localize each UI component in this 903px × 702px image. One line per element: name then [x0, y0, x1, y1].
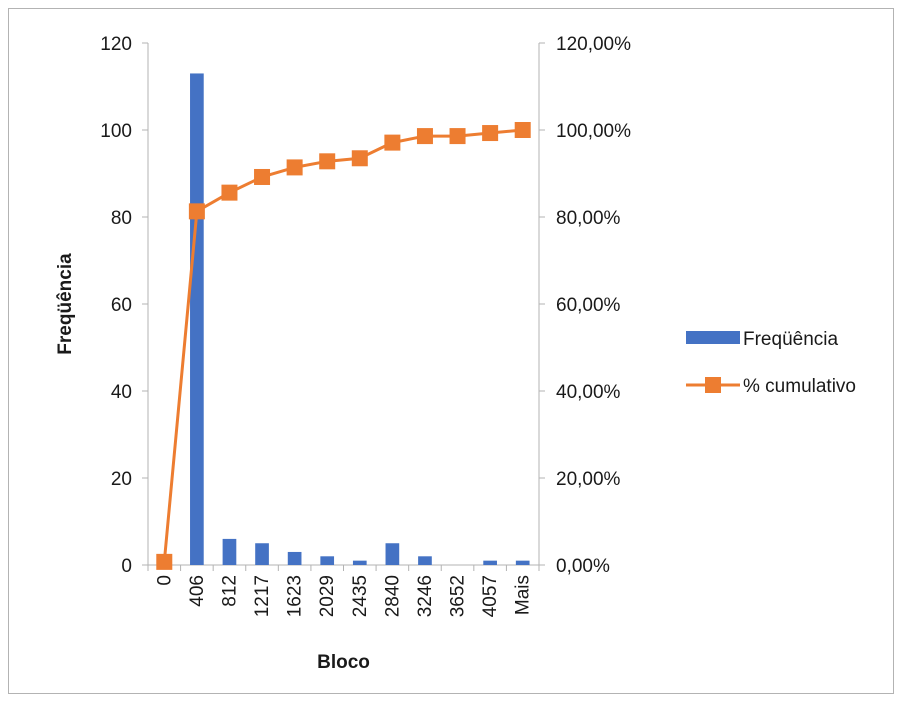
x-tick-label: 2029	[317, 575, 338, 617]
x-tick-label: 406	[187, 575, 208, 607]
x-tick-label: 3246	[415, 575, 436, 617]
right-tick-label: 120,00%	[556, 34, 631, 55]
x-tick-label: Mais	[513, 575, 534, 615]
axis-titles: Bloco Freqüência	[55, 253, 370, 673]
x-tick-label: 1217	[252, 575, 273, 617]
left-tick-label: 0	[121, 556, 132, 577]
legend: Freqüência % cumulativo	[686, 329, 856, 397]
cumulative-point	[449, 128, 466, 145]
cumulative-point	[514, 122, 531, 138]
cumulative-point	[188, 203, 205, 220]
x-tick-label: 812	[219, 575, 240, 607]
frequency-bars	[190, 73, 530, 565]
cumulative-point	[254, 168, 271, 185]
x-tick-label: 4057	[480, 575, 501, 617]
x-tick-label: 2435	[350, 575, 371, 617]
left-tick-label: 120	[100, 34, 132, 55]
frequency-bar	[418, 556, 432, 565]
x-tick-label: 1623	[285, 575, 306, 617]
frequency-bar	[190, 73, 204, 565]
left-tick-label: 100	[100, 121, 132, 142]
right-tick-label: 100,00%	[556, 121, 631, 142]
x-axis-title: Bloco	[317, 652, 370, 673]
left-tick-label: 60	[111, 295, 132, 316]
x-tick-label: 3652	[448, 575, 469, 617]
cumulative-series-line	[162, 128, 523, 563]
right-tick-label: 20,00%	[556, 469, 621, 490]
x-tick-label: 2840	[382, 575, 403, 617]
frequency-bar	[483, 560, 497, 565]
frequency-bar	[255, 543, 269, 565]
cumulative-line	[156, 122, 531, 570]
cumulative-point	[351, 150, 368, 167]
frequency-bar	[352, 560, 367, 565]
chart-area: 0 20 40 60 80 100 120 0,00% 20,00% 40,00% 60,00% 8…	[8, 8, 894, 694]
left-y-axis: 0 20 40 60 80 100 120	[100, 34, 149, 577]
left-tick-label: 40	[111, 382, 132, 403]
right-tick-label: 0,00%	[556, 556, 610, 577]
y-axis-title: Freqüência	[55, 253, 76, 355]
cumulative-point	[384, 134, 401, 151]
right-tick-label: 80,00%	[556, 208, 621, 229]
left-tick-label: 20	[111, 469, 132, 490]
legend-label-frequency: Freqüência	[743, 329, 838, 350]
right-tick-label: 40,00%	[556, 382, 621, 403]
frequency-bar	[222, 538, 237, 565]
cumulative-point	[482, 125, 499, 142]
x-axis: 0 406 812 1217 1623 2029 2435 2840 3246 3652 4057 M…	[147, 564, 540, 617]
legend-line-marker	[705, 377, 721, 393]
right-y-axis: 0,00% 20,00% 40,00% 60,00% 80,00% 100,00% 120,…	[538, 34, 631, 577]
cumulative-point	[416, 128, 433, 145]
right-tick-label: 60,00%	[556, 295, 621, 316]
x-tick-label: 0	[154, 575, 175, 586]
frequency-bar	[515, 560, 530, 565]
cumulative-point	[156, 553, 173, 570]
cumulative-point	[286, 159, 303, 176]
legend-label-cumulative: % cumulativo	[743, 376, 856, 397]
frequency-bar	[385, 543, 400, 565]
frequency-bar	[287, 551, 302, 565]
legend-bar-swatch	[686, 331, 740, 344]
cumulative-point	[221, 184, 238, 201]
left-tick-label: 80	[111, 208, 132, 229]
frequency-bar	[320, 556, 335, 565]
cumulative-point	[319, 153, 336, 170]
